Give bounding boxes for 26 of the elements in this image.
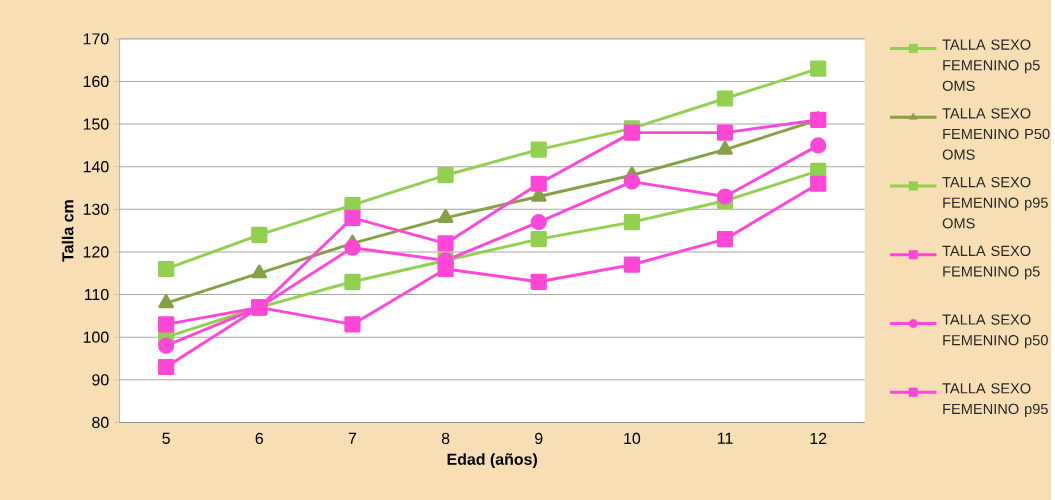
y-tick-label: 90 [92,374,109,386]
legend-label: TALLA SEXO FEMENINO p95 [942,383,1048,417]
y-tick-label: 100 [83,331,109,343]
legend-label: TALLA SEXO FEMENINO p5 OMS [942,39,1040,91]
x-tick-label: 6 [255,432,264,444]
legend-label: TALLA SEXO FEMENINO p5 [942,245,1040,280]
legend-label: TALLA SEXO FEMENINO p95 OMS [942,176,1048,229]
x-axis-title: Edad (años) [447,453,537,468]
y-tick-label: 80 [92,416,109,428]
x-tick-label: 7 [348,432,357,444]
x-tick-label: 10 [624,432,641,444]
x-tick-label: 8 [441,432,450,444]
y-tick-label: 160 [83,75,109,88]
legend-label: TALLA SEXO FEMENINO P50 OMS [942,108,1050,160]
y-axis-title: Talla cm [61,200,74,262]
y-tick-label: 170 [83,33,109,45]
x-tick-label: 12 [810,432,827,444]
legend-label: TALLA SEXO FEMENINO p50 [942,314,1048,349]
y-tick-label: 140 [83,161,109,173]
y-tick-label: 110 [85,288,109,301]
y-tick-label: 150 [83,118,109,130]
x-tick-label: 5 [162,432,170,444]
x-tick-label: 11 [717,432,733,444]
x-tick-label: 9 [535,432,543,444]
y-tick-label: 130 [83,203,109,215]
y-tick-label: 120 [83,246,109,258]
